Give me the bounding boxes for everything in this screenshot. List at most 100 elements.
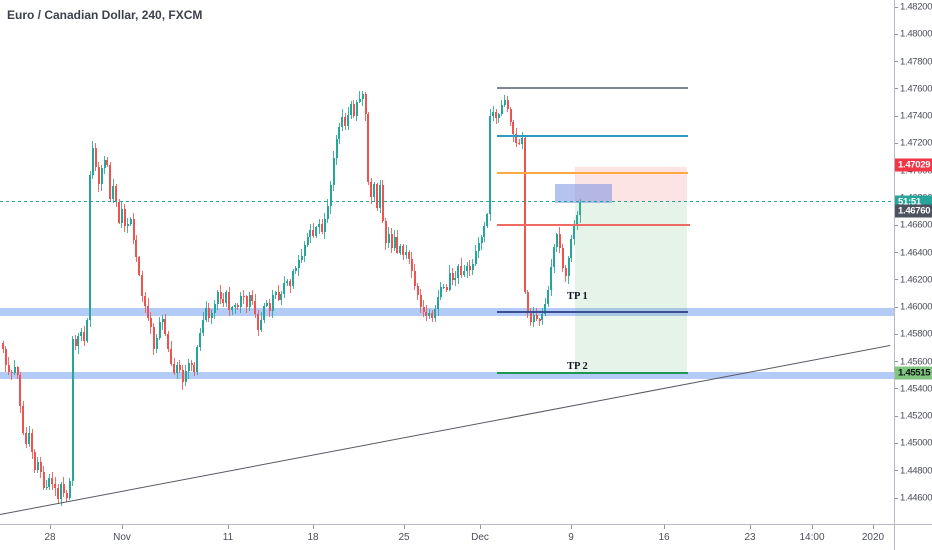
- candle-body: [91, 147, 94, 175]
- price-tick-mark: [895, 115, 898, 117]
- resistance-line-gray[interactable]: [497, 87, 688, 90]
- candle-body: [454, 277, 457, 280]
- price-tick-mark: [895, 6, 898, 8]
- candle-body: [231, 307, 234, 311]
- candle-body: [283, 282, 286, 295]
- candle-body: [141, 275, 144, 296]
- price-tick-mark: [895, 470, 898, 472]
- chart-plot-area[interactable]: TP 1 TP 2: [0, 0, 894, 524]
- price-tick-mark: [895, 61, 898, 63]
- candle-body: [445, 286, 448, 290]
- candle-body: [74, 338, 77, 347]
- candle-body: [254, 300, 257, 315]
- candle-body: [164, 319, 167, 334]
- candle-body: [68, 481, 71, 498]
- candle-body: [338, 126, 341, 140]
- supply-line-orange[interactable]: [497, 172, 688, 175]
- candle-body: [567, 257, 570, 277]
- trendline[interactable]: [0, 344, 891, 515]
- candle-body: [16, 366, 19, 376]
- candle-body: [376, 184, 379, 209]
- candle-body: [373, 184, 376, 197]
- price-tick-label: 1.45200: [900, 410, 932, 422]
- candle-body: [463, 271, 466, 276]
- candle-body: [332, 157, 335, 186]
- candle-body: [416, 286, 419, 296]
- candle-body: [495, 111, 497, 118]
- candle-body: [132, 219, 135, 241]
- candle-body: [500, 105, 503, 115]
- candle-body: [83, 332, 86, 342]
- tp2-label[interactable]: TP 2: [567, 361, 588, 372]
- candle-body: [355, 101, 358, 116]
- candle-body: [277, 292, 280, 300]
- candle-body: [71, 338, 74, 482]
- candle-body: [280, 294, 283, 300]
- candle-body: [57, 487, 60, 500]
- price-tick-label: 1.45800: [900, 328, 932, 340]
- candle-body: [352, 103, 355, 116]
- price-tick-mark: [895, 33, 898, 35]
- candle-body: [196, 346, 199, 372]
- candle-body: [228, 291, 231, 311]
- chart-title[interactable]: Euro / Canadian Dollar, 240, FXCM: [7, 8, 203, 22]
- candle-body: [77, 336, 80, 347]
- tp2-line-green[interactable]: [497, 372, 688, 374]
- resistance-line-blue[interactable]: [497, 135, 688, 138]
- candle-body: [437, 296, 439, 310]
- candle-body: [36, 462, 39, 470]
- price-tick-label: 1.45600: [900, 356, 932, 368]
- time-tick-label: 28: [44, 532, 56, 543]
- candle-wick: [518, 138, 520, 145]
- candle-body: [315, 227, 318, 236]
- candle-body: [396, 236, 399, 253]
- price-tick-mark: [895, 497, 898, 499]
- candle-body: [350, 103, 352, 115]
- stop-price-badge: 1.47029: [895, 158, 932, 172]
- price-tick-mark: [895, 279, 898, 281]
- candle-body: [358, 98, 361, 102]
- candle-body: [25, 432, 28, 444]
- candle-wick: [405, 244, 407, 260]
- candle-body: [347, 114, 350, 127]
- price-tick-label: 1.47200: [900, 137, 932, 149]
- candle-body: [477, 243, 480, 252]
- candle-body: [529, 311, 532, 323]
- candle-body: [51, 477, 54, 484]
- support-line-red[interactable]: [497, 224, 690, 227]
- candle-body: [576, 215, 579, 225]
- support-zone-2[interactable]: [0, 371, 894, 380]
- time-tick-mark: [750, 525, 751, 529]
- supply-box[interactable]: [555, 184, 612, 204]
- candle-body: [326, 206, 329, 220]
- price-tick-label: 1.48000: [900, 28, 932, 40]
- candle-body: [161, 319, 164, 323]
- price-scale[interactable]: 1.48200 1.48000 1.47800 1.47600 1.47400 1.472…: [894, 0, 932, 524]
- price-tick-mark: [895, 224, 898, 226]
- candle-body: [135, 240, 138, 258]
- candle-body: [399, 246, 402, 253]
- price-tick-label: 1.48200: [900, 1, 932, 13]
- support-zone-1[interactable]: [0, 308, 894, 316]
- tp1-label[interactable]: TP 1: [567, 291, 588, 302]
- candle-body: [329, 185, 332, 207]
- candle-body: [112, 185, 115, 200]
- tp1-line-navy[interactable]: [497, 311, 688, 313]
- current-price-line: [0, 201, 894, 203]
- time-tick-label: 2020: [861, 532, 885, 543]
- candle-body: [408, 252, 410, 259]
- candle-body: [213, 304, 216, 313]
- candle-body: [178, 364, 181, 371]
- time-tick-label: 14:00: [799, 532, 825, 543]
- reward-box[interactable]: [575, 201, 687, 374]
- candle-body: [260, 319, 263, 330]
- candle-body: [176, 364, 178, 373]
- price-tick-label: 1.44800: [900, 465, 932, 477]
- candle-wick: [539, 317, 540, 326]
- candle-body: [535, 314, 538, 320]
- candle-body: [413, 271, 416, 287]
- candle-body: [312, 229, 315, 236]
- time-scale[interactable]: 28 Nov 11 18 25 Dec 9 16 23 14:00 2020: [0, 524, 932, 550]
- candle-body: [524, 137, 526, 293]
